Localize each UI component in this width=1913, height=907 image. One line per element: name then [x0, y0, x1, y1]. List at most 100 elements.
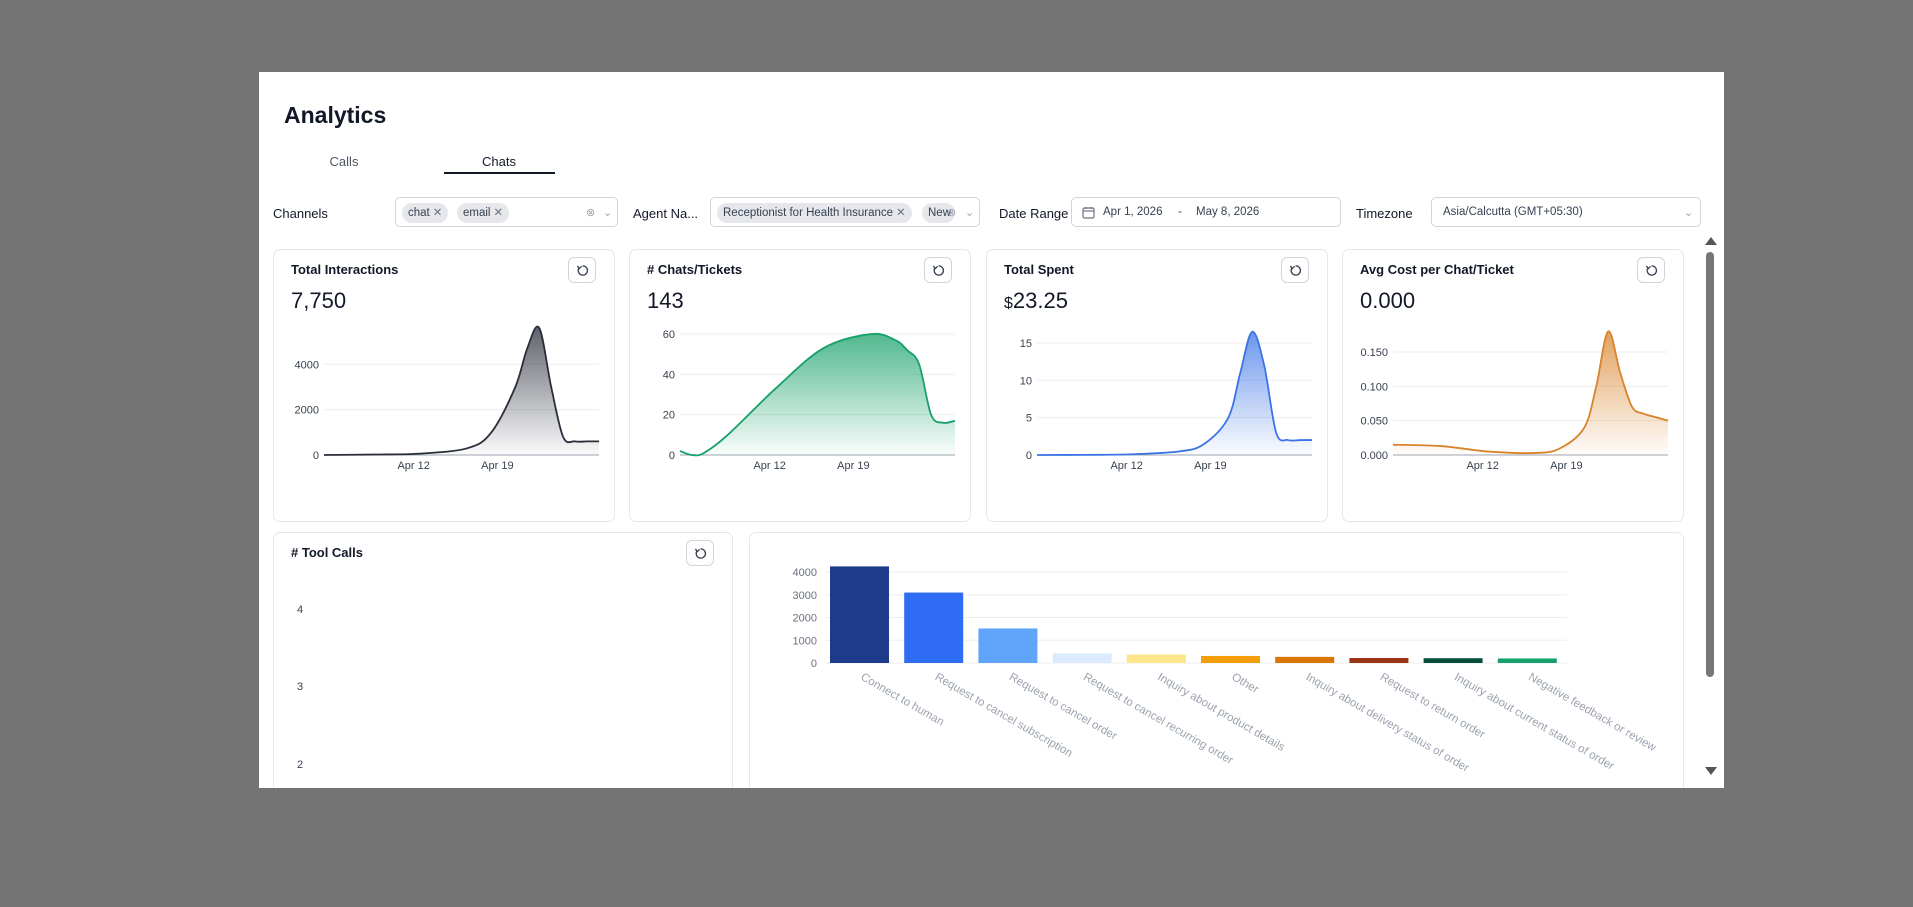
bar: [1497, 658, 1557, 663]
bar: [1423, 658, 1483, 663]
channel-chip-email[interactable]: email ✕: [457, 203, 510, 223]
reset-button[interactable]: [568, 257, 596, 283]
reset-button[interactable]: [924, 257, 952, 283]
x-tick-label: Inquiry about product details: [1155, 671, 1286, 754]
scroll-up-arrow-icon[interactable]: [1705, 237, 1717, 245]
filter-bar: Channels chat ✕ email ✕ ⊗ ⌄ Agent Na... Re…: [259, 197, 1724, 229]
chevron-down-icon[interactable]: ⌄: [1684, 207, 1694, 219]
card-title: Total Interactions: [291, 262, 399, 277]
x-tick-label: Apr 19: [1550, 460, 1582, 472]
area-fill: [1393, 331, 1668, 455]
bar: [830, 566, 889, 663]
timezone-value: Asia/Calcutta (GMT+05:30): [1443, 206, 1583, 218]
card-avg-cost: Avg Cost per Chat/Ticket 0.000 0.000 0.05…: [1342, 249, 1684, 522]
analytics-modal: Analytics Calls Chats Channels chat ✕ ema…: [259, 72, 1724, 788]
card-title: # Chats/Tickets: [647, 262, 743, 277]
card-value: 143: [647, 288, 684, 313]
x-tick-label: Apr 19: [481, 460, 513, 472]
bar: [1201, 655, 1260, 663]
x-tick-label: Apr 12: [397, 460, 429, 472]
agent-chip-new[interactable]: New: [922, 203, 956, 223]
interactions-chart: 0 2000 4000 Apr 12 Apr 19: [295, 325, 599, 472]
x-tick-label: Apr 12: [753, 460, 785, 472]
y-tick-label: 60: [663, 329, 675, 341]
close-icon[interactable]: ✕: [432, 207, 443, 219]
bar: [1275, 656, 1335, 663]
area-fill: [324, 326, 599, 455]
tool-calls-chart: 2 3 4: [297, 604, 303, 771]
y-tick-label: 0.050: [1360, 416, 1388, 428]
x-tick-label: Apr 19: [1194, 460, 1226, 472]
date-start[interactable]: Apr 1, 2026: [1103, 206, 1163, 218]
chevron-down-icon[interactable]: ⌄: [965, 207, 975, 219]
card-total-spent: Total Spent $23.25 0 5 10 15 Apr 12 Apr 19: [986, 249, 1328, 522]
x-tick-label: Other: [1230, 671, 1261, 696]
card-intents-bar-chart: 0 1000 2000 3000 4000 Connect to human Request…: [749, 532, 1684, 788]
agent-label: Agent Na...: [633, 206, 699, 221]
agent-chip-receptionist[interactable]: Receptionist for Health Insurance ✕: [717, 203, 912, 223]
y-tick-label: 10: [1020, 375, 1032, 387]
channels-label: Channels: [273, 206, 328, 221]
timezone-label: Timezone: [1356, 206, 1413, 221]
calendar-icon: [1082, 207, 1095, 219]
y-tick-label: 40: [663, 369, 675, 381]
timezone-select[interactable]: Asia/Calcutta (GMT+05:30) ⌄: [1431, 197, 1701, 227]
x-tick-label: Request to cancel subscription: [933, 671, 1075, 760]
series-line: [1036, 330, 1312, 456]
scrollbar[interactable]: [1703, 237, 1717, 782]
reset-button[interactable]: [686, 540, 714, 566]
series-line: [1392, 330, 1669, 455]
date-range-picker[interactable]: Apr 1, 2026 - May 8, 2026: [1071, 197, 1341, 227]
bar: [1126, 654, 1186, 663]
y-tick-label: 2: [297, 759, 303, 771]
tab-calls[interactable]: Calls: [329, 154, 359, 169]
bar: [904, 592, 964, 663]
x-tick-label: Apr 19: [837, 460, 869, 472]
x-tick-label: Request to cancel recurring order: [1081, 671, 1235, 767]
date-end[interactable]: May 8, 2026: [1196, 206, 1260, 218]
y-tick-label: 5: [1026, 413, 1032, 425]
reset-button[interactable]: [1281, 257, 1309, 283]
tab-active-indicator: [444, 172, 555, 174]
clear-icon[interactable]: ⊗: [586, 207, 596, 219]
card-total-interactions: Total Interactions 7,750 0 2000 4000 Apr 12…: [273, 249, 615, 522]
refresh-icon: [1289, 264, 1301, 276]
card-value: 7,750: [291, 288, 347, 313]
scroll-thumb[interactable]: [1706, 252, 1714, 677]
x-tick-label: Apr 12: [1466, 460, 1498, 472]
y-tick-label: 4000: [793, 567, 817, 579]
reset-button[interactable]: [1637, 257, 1665, 283]
agent-select[interactable]: Receptionist for Health Insurance ✕ New ⊗…: [710, 197, 980, 227]
currency-symbol: $: [1004, 295, 1013, 312]
series-line: [679, 332, 956, 457]
area-fill: [1037, 331, 1312, 455]
tab-chats[interactable]: Chats: [482, 154, 516, 169]
card-tool-calls: # Tool Calls 2 3 4: [273, 532, 733, 788]
y-tick-label: 1000: [793, 635, 817, 647]
channel-chip-chat[interactable]: chat ✕: [402, 203, 449, 223]
y-tick-label: 0: [1026, 450, 1032, 462]
refresh-icon: [576, 264, 588, 276]
y-tick-label: 20: [663, 410, 675, 422]
series-line: [323, 325, 599, 456]
y-tick-label: 0.150: [1360, 347, 1388, 359]
channels-select[interactable]: chat ✕ email ✕ ⊗ ⌄: [395, 197, 618, 227]
refresh-icon: [932, 264, 944, 276]
y-tick-label: 2000: [793, 613, 817, 625]
chats-chart: 0 20 40 60 Apr 12 Apr 19: [663, 329, 956, 472]
clear-icon[interactable]: ⊗: [947, 207, 957, 219]
close-icon[interactable]: ✕: [493, 207, 504, 219]
chevron-down-icon[interactable]: ⌄: [603, 207, 613, 219]
card-title: Total Spent: [1004, 262, 1074, 277]
bar: [978, 628, 1038, 663]
area-fill: [680, 333, 955, 456]
y-tick-label: 0: [811, 658, 817, 670]
card-value: 0.000: [1360, 288, 1416, 313]
y-tick-label: 4: [297, 604, 303, 616]
close-icon[interactable]: ✕: [896, 207, 906, 219]
scroll-down-arrow-icon[interactable]: [1705, 767, 1717, 775]
date-range-label: Date Range: [999, 206, 1069, 221]
bar: [1349, 658, 1409, 663]
date-separator: -: [1178, 206, 1182, 218]
